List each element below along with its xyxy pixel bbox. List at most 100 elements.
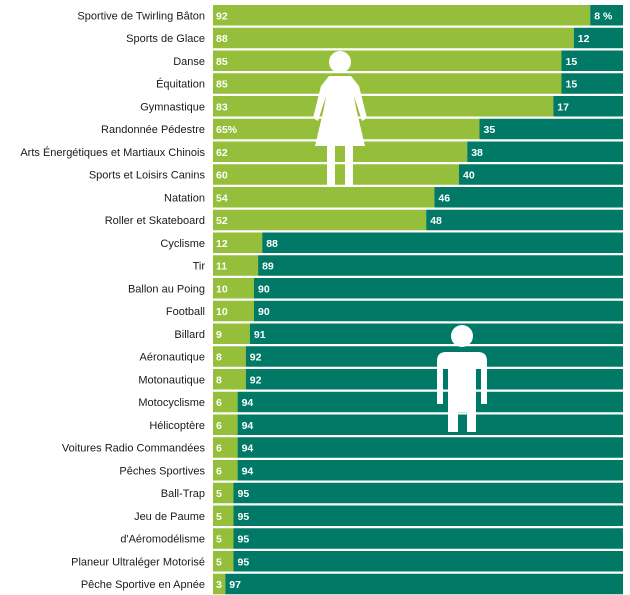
male-bar bbox=[553, 96, 623, 117]
male-value-label: 15 bbox=[566, 56, 578, 68]
category-label: Ballon au Poing bbox=[128, 283, 205, 295]
male-bar bbox=[233, 528, 623, 549]
female-value-label: 11 bbox=[216, 261, 227, 273]
male-value-label: 89 bbox=[262, 261, 274, 273]
female-bar bbox=[213, 551, 234, 572]
female-value-label: 85 bbox=[216, 56, 228, 68]
female-bar bbox=[213, 528, 234, 549]
male-bar bbox=[254, 300, 623, 322]
male-bar bbox=[249, 323, 623, 344]
male-value-label: 95 bbox=[238, 488, 250, 500]
male-bar bbox=[561, 50, 623, 71]
female-value-label: 12 bbox=[216, 238, 228, 250]
male-bar bbox=[258, 255, 623, 276]
category-label: Sports et Loisirs Canins bbox=[89, 170, 206, 182]
category-label: Hélicoptère bbox=[149, 420, 205, 432]
male-bar bbox=[573, 27, 623, 49]
category-label: Sports de Glace bbox=[126, 33, 205, 45]
category-label: Billard bbox=[174, 329, 205, 341]
category-label: Jeu de Paume bbox=[134, 511, 205, 523]
male-bar bbox=[459, 164, 623, 185]
female-bar bbox=[213, 164, 459, 185]
category-label: Arts Énergétiques et Martiaux Chinois bbox=[20, 146, 205, 159]
category-label: Pêche Sportive en Apnée bbox=[81, 579, 205, 591]
male-bar bbox=[225, 573, 624, 595]
female-bar bbox=[213, 27, 574, 49]
male-value-label: 97 bbox=[229, 579, 241, 591]
female-value-label: 65% bbox=[216, 124, 238, 136]
female-value-label: 83 bbox=[216, 101, 228, 113]
category-label: Tir bbox=[193, 261, 206, 273]
female-bar bbox=[213, 187, 435, 208]
female-value-label: 10 bbox=[216, 306, 228, 318]
male-value-label: 94 bbox=[242, 420, 254, 432]
female-bar bbox=[213, 323, 250, 344]
male-bar bbox=[590, 5, 623, 26]
female-bar bbox=[213, 369, 246, 390]
female-value-label: 6 bbox=[216, 397, 222, 409]
male-bar bbox=[237, 391, 623, 413]
male-value-label: 94 bbox=[242, 443, 254, 455]
male-bar bbox=[237, 437, 623, 458]
category-label: Danse bbox=[173, 56, 205, 68]
female-bar bbox=[213, 460, 238, 481]
male-bar bbox=[254, 278, 623, 299]
female-bar bbox=[213, 278, 254, 299]
male-value-label: 46 bbox=[438, 192, 450, 204]
male-bar bbox=[561, 73, 623, 94]
male-value-label: 95 bbox=[238, 511, 250, 523]
category-label: Gymnastique bbox=[140, 101, 205, 113]
male-value-label: 92 bbox=[250, 352, 262, 364]
male-bar bbox=[245, 346, 624, 367]
male-bar bbox=[233, 482, 623, 504]
male-bar bbox=[479, 118, 623, 140]
male-value-label: 8 % bbox=[594, 10, 613, 22]
male-bar bbox=[467, 141, 623, 162]
female-bar bbox=[213, 346, 246, 367]
female-value-label: 92 bbox=[216, 10, 228, 22]
male-bar bbox=[426, 209, 623, 231]
female-bar bbox=[213, 232, 263, 253]
labels-group: Sportive de Twirling Bâton 92 8 % Sports de… bbox=[20, 10, 613, 591]
female-value-label: 88 bbox=[216, 33, 228, 45]
category-label: Voitures Radio Commandées bbox=[62, 443, 206, 455]
female-value-label: 6 bbox=[216, 465, 222, 477]
male-value-label: 95 bbox=[238, 534, 250, 546]
male-value-label: 95 bbox=[238, 556, 250, 568]
bars-group bbox=[213, 5, 624, 595]
category-label: Motonautique bbox=[138, 374, 205, 386]
male-bar bbox=[233, 551, 623, 572]
category-label: d'Aéromodélisme bbox=[120, 534, 205, 546]
female-value-label: 3 bbox=[216, 579, 222, 591]
female-bar bbox=[213, 141, 468, 162]
female-bar bbox=[213, 209, 427, 231]
male-value-label: 94 bbox=[242, 465, 254, 477]
female-value-label: 6 bbox=[216, 420, 222, 432]
female-bar bbox=[213, 391, 238, 413]
male-bar bbox=[434, 187, 623, 208]
female-bar bbox=[213, 73, 562, 94]
male-value-label: 90 bbox=[258, 306, 270, 318]
female-value-label: 8 bbox=[216, 352, 222, 364]
male-bar bbox=[245, 369, 624, 390]
man-icon bbox=[437, 325, 487, 432]
male-value-label: 91 bbox=[254, 329, 266, 341]
female-value-label: 9 bbox=[216, 329, 222, 341]
female-bar bbox=[213, 482, 234, 504]
female-value-label: 6 bbox=[216, 443, 222, 455]
category-label: Équitation bbox=[156, 78, 205, 91]
male-value-label: 40 bbox=[463, 170, 475, 182]
male-bar bbox=[237, 414, 623, 435]
male-bar bbox=[262, 232, 623, 253]
category-label: Pêches Sportives bbox=[119, 465, 205, 477]
male-value-label: 17 bbox=[557, 101, 569, 113]
category-label: Football bbox=[166, 306, 205, 318]
icons-group bbox=[313, 51, 487, 432]
female-value-label: 85 bbox=[216, 79, 228, 91]
female-value-label: 54 bbox=[216, 192, 228, 204]
female-bar bbox=[213, 573, 226, 595]
male-value-label: 35 bbox=[484, 124, 496, 136]
male-value-label: 12 bbox=[578, 33, 590, 45]
male-bar bbox=[233, 505, 623, 526]
female-value-label: 60 bbox=[216, 170, 228, 182]
